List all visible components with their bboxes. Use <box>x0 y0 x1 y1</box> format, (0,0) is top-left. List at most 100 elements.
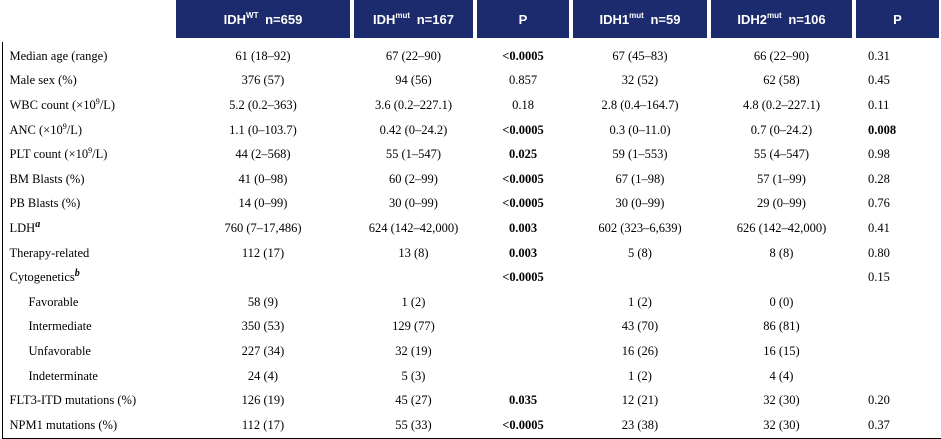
table-cell: 626 (142–42,000) <box>736 220 827 235</box>
table-row: WBC count (×109/L) 5.2 (0.2–363) 3.6 (0.2–… <box>2 93 941 118</box>
row-label: PLT count (×109/L) <box>9 146 108 162</box>
table-cell <box>475 315 571 340</box>
table-cell <box>352 265 475 290</box>
table-cell: 0.98 <box>868 147 890 162</box>
row-label: Therapy-related <box>9 245 90 260</box>
row-label: Male sex (%) <box>9 73 77 88</box>
table-cell: 44 (2–568) <box>235 147 291 162</box>
row-label: NPM1 mutations (%) <box>9 417 118 432</box>
table-row: PB Blasts (%) 14 (0–99) 30 (0–99) <0.0005 30… <box>2 192 941 217</box>
table-cell: 0.45 <box>868 73 890 88</box>
table-cell: 0.37 <box>868 417 890 432</box>
table-cell: 5.2 (0.2–363) <box>229 97 297 112</box>
footnote-marker: a <box>35 218 41 230</box>
table-cell: 58 (9) <box>247 294 279 309</box>
table-cell: 602 (323–6,639) <box>598 220 682 235</box>
table-cell: 624 (142–42,000) <box>368 220 459 235</box>
table-cell <box>854 315 941 340</box>
table-body: Median age (range) 61 (18–92) 67 (22–90) <0… <box>2 40 941 438</box>
table-row: PLT count (×109/L) 44 (2–568) 55 (1–547) 0.… <box>2 142 941 167</box>
table-cell: 55 (1–547) <box>385 147 442 162</box>
table-cell: 227 (34) <box>241 343 285 358</box>
table-cell: <0.0005 <box>502 122 544 137</box>
table-cell: 0.80 <box>868 245 890 260</box>
table-cell: 760 (7–17,486) <box>224 220 302 235</box>
table-cell: 67 (1–98) <box>615 171 665 186</box>
table-cell: 55 (33) <box>395 417 432 432</box>
table-cell: 112 (17) <box>241 245 285 260</box>
table-row: Cytogeneticsb <0.0005 0.15 <box>2 265 941 290</box>
table-cell: 129 (77) <box>392 319 435 334</box>
table-cell: 0.42 (0–24.2) <box>379 122 448 137</box>
table-row: Unfavorable 227 (34) 32 (19) 16 (26) 16 (15) <box>2 339 941 364</box>
table-cell: 1 (2) <box>401 294 426 309</box>
table-cell: 0.41 <box>868 220 890 235</box>
table-cell: 16 (26) <box>621 343 659 358</box>
table-cell: 2.8 (0.4–164.7) <box>601 97 679 112</box>
table-cell: 1.1 (0–103.7) <box>229 122 297 137</box>
table-cell <box>854 364 941 389</box>
table-cell: 0.003 <box>508 220 538 235</box>
table-cell: <0.0005 <box>502 270 544 285</box>
table-row: Indeterminate 24 (4) 5 (3) 1 (2) 4 (4) <box>2 364 941 389</box>
header-cell-idh2-mut: IDH2mut n=106 <box>707 0 856 42</box>
row-label: Indeterminate <box>28 368 98 383</box>
table-cell: 32 (19) <box>395 343 432 358</box>
header-cell-idh1-mut: IDH1mut n=59 <box>569 0 711 42</box>
table-cell <box>475 339 571 364</box>
table-row: Median age (range) 61 (18–92) 67 (22–90) <0… <box>2 40 941 69</box>
table-cell: 1 (2) <box>628 294 652 309</box>
table-cell: 55 (4–547) <box>753 147 810 162</box>
table-cell: 0 (0) <box>769 294 794 309</box>
header-cell-idh-mut: IDHmut n=167 <box>350 0 477 42</box>
row-label: ANC (×109/L) <box>9 121 83 137</box>
header-cell-idh-wt: IDHWT n=659 <box>172 0 354 42</box>
header-cell-p: P <box>473 0 573 42</box>
table-cell: 13 (8) <box>398 245 429 260</box>
table-cell: <0.0005 <box>502 171 544 186</box>
table-cell: 94 (56) <box>395 73 432 88</box>
table-row: Male sex (%) 376 (57) 94 (56) 0.857 32 (52) 6… <box>2 69 941 94</box>
table-cell: 8 (8) <box>769 245 794 260</box>
table-cell: 16 (15) <box>763 343 800 358</box>
table-cell: 0.20 <box>868 393 890 408</box>
table-row: ANC (×109/L) 1.1 (0–103.7) 0.42 (0–24.2) <0… <box>2 118 941 143</box>
table-cell: 4 (4) <box>769 368 794 383</box>
table-cell: 0.76 <box>868 196 890 211</box>
table-cell: 67 (45–83) <box>612 48 668 63</box>
table-cell: 32 (30) <box>763 417 800 432</box>
table-cell: 32 (52) <box>621 73 659 88</box>
row-label: WBC count (×109/L) <box>9 96 116 112</box>
table-cell: 0.18 <box>512 97 534 112</box>
table-cell <box>475 364 571 389</box>
table-cell: 23 (38) <box>621 417 659 432</box>
table-cell: 61 (18–92) <box>235 48 291 63</box>
table-cell: 5 (3) <box>401 368 426 383</box>
table-cell <box>475 290 571 315</box>
table-header: IDHWT n=659 IDHmut n=167 P IDH1mut n=59 … <box>0 0 941 42</box>
table-cell: 86 (81) <box>763 319 800 334</box>
row-label: FLT3-ITD mutations (%) <box>9 393 137 408</box>
table-cell: 0.11 <box>868 97 890 112</box>
table-cell: 350 (53) <box>241 319 285 334</box>
footnote-marker: b <box>74 267 80 279</box>
table-cell <box>174 265 352 290</box>
table-cell: <0.0005 <box>502 48 544 63</box>
row-label: LDHa <box>9 218 41 235</box>
table-cell: 0.035 <box>508 393 538 408</box>
table-cell: 4.8 (0.2–227.1) <box>742 97 821 112</box>
table-cell: 32 (30) <box>763 393 800 408</box>
row-label: BM Blasts (%) <box>9 171 85 186</box>
table-cell: 126 (19) <box>241 393 285 408</box>
table-cell: 0.28 <box>868 171 890 186</box>
table-cell: <0.0005 <box>502 196 544 211</box>
table-cell: 3.6 (0.2–227.1) <box>374 97 453 112</box>
table-cell <box>854 290 941 315</box>
table-cell: 66 (22–90) <box>753 48 810 63</box>
row-label: Median age (range) <box>9 48 108 63</box>
header-row: IDHWT n=659 IDHmut n=167 P IDH1mut n=59 … <box>0 0 941 42</box>
table-cell: 112 (17) <box>241 417 285 432</box>
table-cell: 0.003 <box>508 245 538 260</box>
table-cell: 67 (22–90) <box>385 48 442 63</box>
